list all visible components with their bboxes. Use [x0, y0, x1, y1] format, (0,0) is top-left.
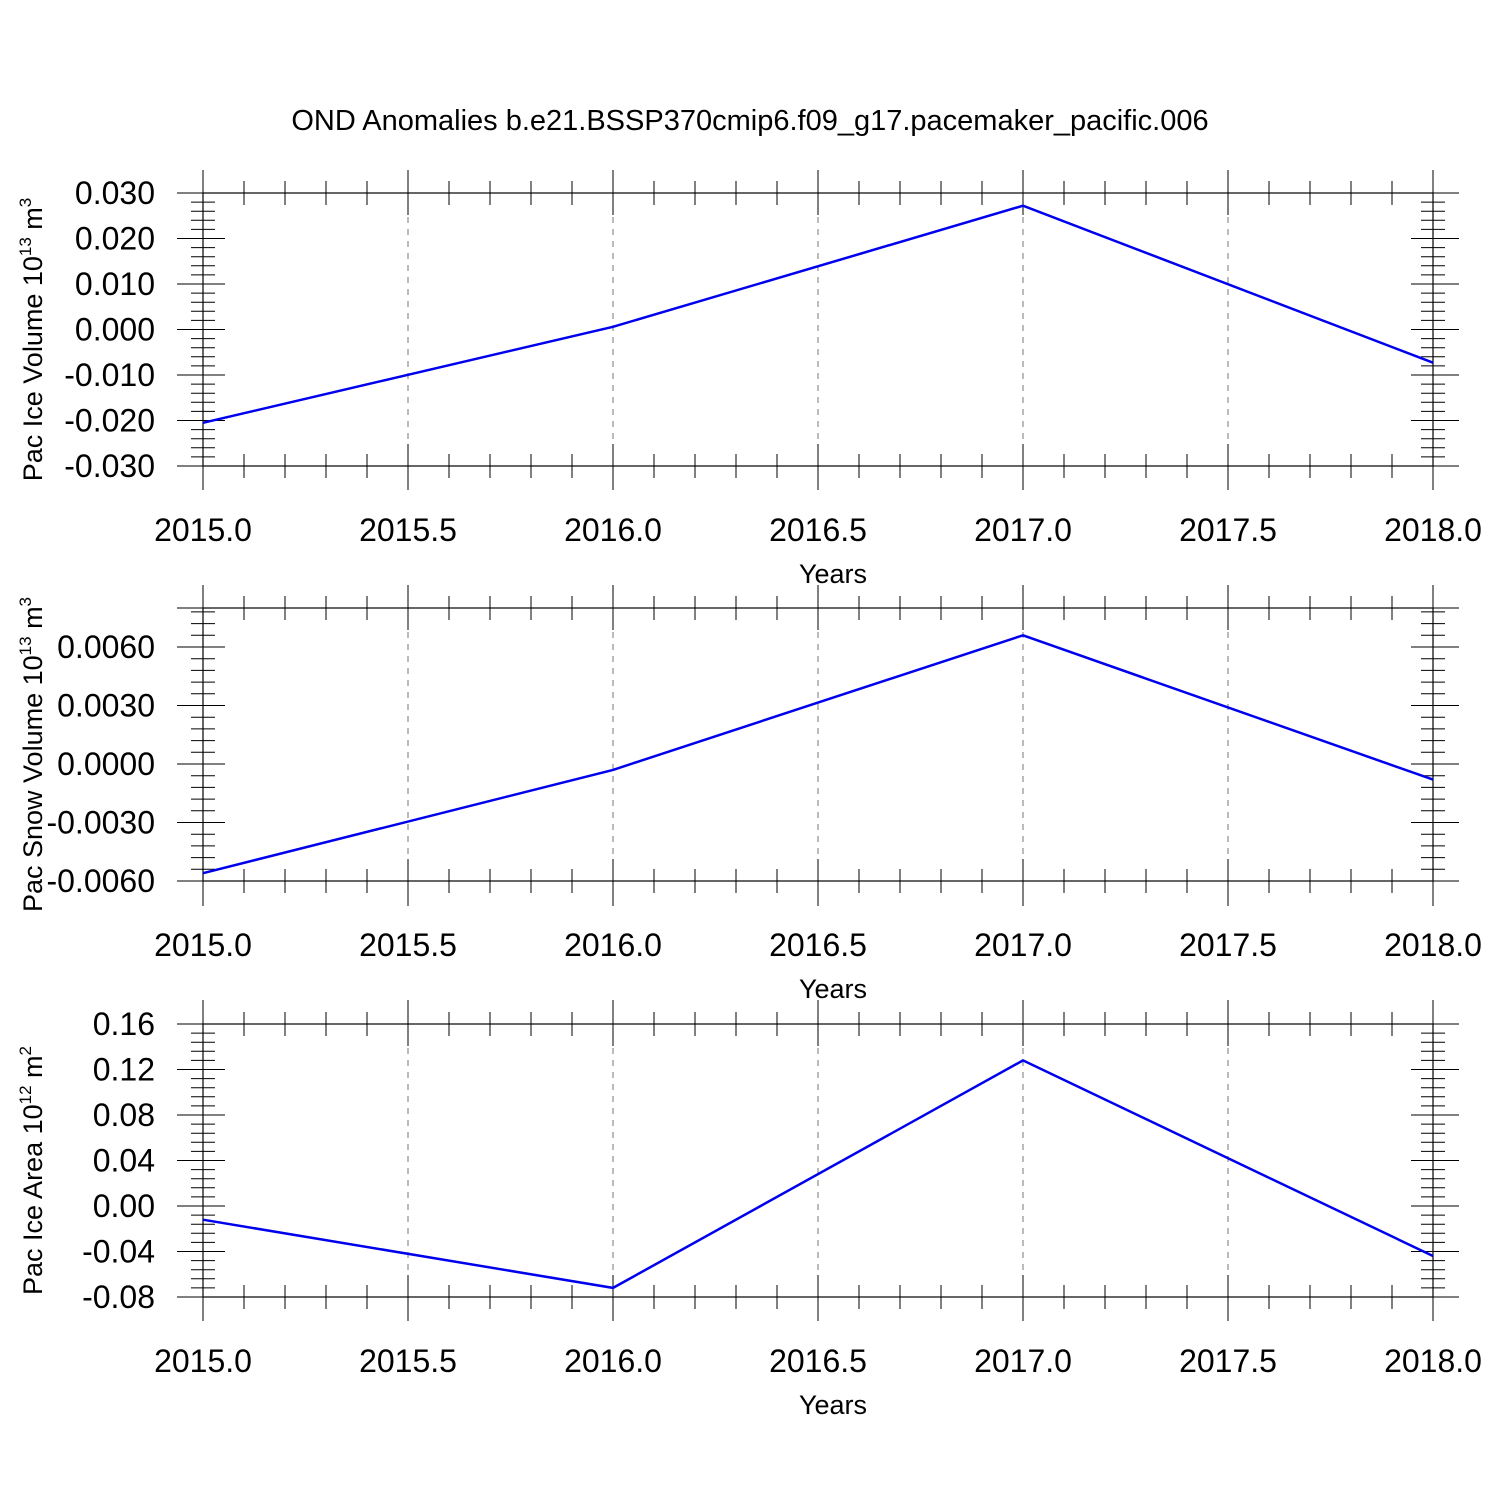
- y-tick-label: 0.020: [75, 221, 155, 257]
- y-tick-label: 0.08: [93, 1097, 155, 1133]
- y-tick-label: 0.0030: [57, 688, 155, 724]
- y-tick-label: -0.08: [82, 1279, 155, 1315]
- x-tick-label: 2015.0: [154, 512, 252, 548]
- x-tick-label: 2015.5: [359, 1343, 457, 1379]
- x-axis-title: Years: [799, 974, 867, 1004]
- y-tick-label: -0.010: [64, 357, 155, 393]
- y-tick-label: 0.000: [75, 312, 155, 348]
- x-tick-label: 2017.0: [974, 512, 1072, 548]
- y-tick-label: -0.0030: [46, 805, 155, 841]
- x-tick-label: 2018.0: [1384, 927, 1482, 963]
- x-tick-label: 2016.0: [564, 512, 662, 548]
- chart-panel-3: 0.16 0.12 0.08 0.04 0.00 -0.04 -0.08 2015.0 2015…: [16, 1000, 1482, 1420]
- x-tick-label: 2015.5: [359, 512, 457, 548]
- chart-panel-1: 0.030 0.020 0.010 0.000 -0.010 -0.020 -0.030 20…: [16, 170, 1482, 589]
- y-tick-label: -0.04: [82, 1234, 155, 1270]
- x-tick-label: 2017.5: [1179, 1343, 1277, 1379]
- x-tick-label: 2015.5: [359, 927, 457, 963]
- y-tick-label: 0.04: [93, 1143, 155, 1179]
- y-axis-title: Pac Ice Volume 1013 m3: [16, 198, 48, 482]
- y-tick-label: 0.0060: [57, 629, 155, 665]
- x-tick-label: 2016.5: [769, 1343, 867, 1379]
- series-line-1: [202, 204, 1434, 425]
- x-tick-label: 2016.0: [564, 927, 662, 963]
- y-tick-label: 0.030: [75, 175, 155, 211]
- x-tick-label: 2016.0: [564, 1343, 662, 1379]
- series-line-1: [202, 633, 1434, 875]
- x-axis-title: Years: [799, 559, 867, 589]
- y-tick-label: -0.030: [64, 448, 155, 484]
- y-tick-label: 0.00: [93, 1188, 155, 1224]
- chart-panel-2: 0.0060 0.0030 0.0000 -0.0030 -0.0060 2015.0 20…: [16, 585, 1482, 1004]
- x-tick-label: 2015.0: [154, 927, 252, 963]
- y-tick-label: -0.0060: [46, 863, 155, 899]
- x-tick-label: 2017.5: [1179, 927, 1277, 963]
- y-tick-label: 0.12: [93, 1052, 155, 1088]
- x-tick-label: 2018.0: [1384, 512, 1482, 548]
- y-tick-label: 0.0000: [57, 746, 155, 782]
- series-line-1: [202, 1058, 1434, 1290]
- figure-title: OND Anomalies b.e21.BSSP370cmip6.f09_g17…: [291, 105, 1208, 137]
- y-tick-label: -0.020: [64, 403, 155, 439]
- y-axis-title: Pac Ice Area 1012 m2: [16, 1046, 48, 1295]
- x-axis-title: Years: [799, 1390, 867, 1420]
- x-tick-label: 2016.5: [769, 512, 867, 548]
- y-tick-label: 0.16: [93, 1006, 155, 1042]
- x-tick-label: 2015.0: [154, 1343, 252, 1379]
- y-tick-label: 0.010: [75, 266, 155, 302]
- x-tick-label: 2018.0: [1384, 1343, 1482, 1379]
- x-tick-label: 2017.5: [1179, 512, 1277, 548]
- y-axis-title: Pac Snow Volume 1013 m3: [16, 597, 48, 912]
- x-tick-label: 2016.5: [769, 927, 867, 963]
- x-tick-label: 2017.0: [974, 1343, 1072, 1379]
- x-tick-label: 2017.0: [974, 927, 1072, 963]
